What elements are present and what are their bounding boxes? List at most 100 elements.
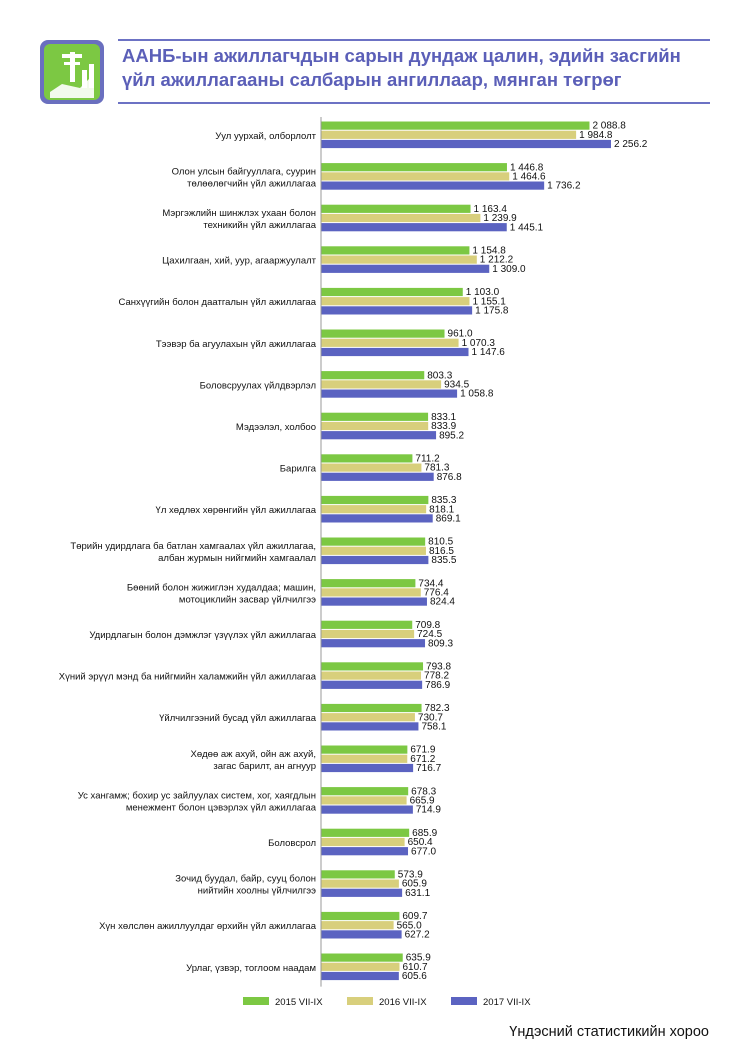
bar-2016	[321, 338, 459, 347]
legend-swatch	[347, 997, 373, 1005]
data-label: 610.7	[402, 962, 427, 973]
bar-2016	[321, 546, 426, 555]
category-label: Барилга	[280, 464, 317, 475]
data-label: 711.2	[415, 454, 440, 465]
bar-2016	[321, 297, 470, 306]
data-label: 833.1	[431, 412, 456, 423]
bar-2016	[321, 629, 415, 639]
data-label: 650.4	[408, 837, 433, 848]
bar-2017	[321, 639, 426, 648]
data-label: 565.0	[397, 920, 422, 931]
category-label: техникийн үйл ажиллагаа	[203, 220, 316, 231]
data-label: 778.2	[424, 671, 449, 682]
data-label: 816.5	[429, 546, 454, 557]
legend-swatch	[243, 997, 269, 1005]
category-label: Удирдлагын болон дэмжлэг үзүүлэх үйл ажи…	[89, 630, 316, 641]
data-label: 2 088.8	[592, 121, 626, 132]
data-label: 665.9	[410, 796, 435, 807]
data-label: 2 256.2	[614, 139, 648, 150]
data-label: 671.9	[410, 745, 435, 756]
bar-2016	[321, 671, 422, 680]
bar-2016	[321, 172, 510, 181]
bar-2015	[321, 121, 590, 130]
data-label: 1 070.3	[462, 338, 496, 349]
legend-label: 2017 VII-IX	[483, 997, 531, 1008]
data-label: 1 058.8	[460, 389, 494, 400]
category-label: Боловсрол	[268, 838, 316, 849]
bar-2017	[321, 514, 433, 523]
data-label: 734.4	[418, 578, 443, 589]
bar-2017	[321, 971, 399, 981]
bar-2017	[321, 223, 507, 232]
bar-2016	[321, 754, 408, 763]
category-label: Тээвэр ба агуулахын үйл ажиллагаа	[156, 339, 317, 350]
title-line-1: ААНБ-ын ажиллагчдын сарын дундаж цалин, …	[122, 45, 681, 66]
bar-2017	[321, 597, 427, 606]
data-label: 833.9	[431, 421, 456, 432]
data-label: 631.1	[405, 888, 430, 899]
data-label: 1 103.0	[466, 287, 500, 298]
bar-2017	[321, 306, 473, 315]
bar-2016	[321, 213, 481, 223]
category-label: Мэргэжлийн шинжлэх ухаан болон	[162, 208, 316, 219]
bar-2015	[321, 412, 429, 421]
data-label: 671.2	[410, 754, 435, 765]
category-label: Уул уурхай, олборлолт	[215, 131, 316, 142]
bar-2015	[321, 787, 409, 796]
data-label: 605.9	[402, 879, 427, 890]
data-label: 1 309.0	[492, 264, 526, 275]
data-label: 809.3	[428, 638, 453, 649]
data-label: 1 445.1	[510, 222, 544, 233]
bar-2015	[321, 495, 429, 505]
bar-2015	[321, 870, 395, 879]
bar-2016	[321, 879, 399, 888]
bar-2015	[321, 246, 470, 255]
category-label: Мэдээлэл, холбоо	[236, 422, 316, 433]
category-label: Боловсруулах үйлдвэрлэл	[200, 380, 316, 391]
category-label: Хүний эрүүл мэнд ба нийгмийн халамжийн ү…	[59, 672, 317, 683]
bar-2016	[321, 796, 407, 805]
data-label: 627.2	[405, 930, 430, 941]
bar-2016	[321, 505, 427, 514]
category-label: Төрийн удирдлага ба батлан хамгаалах үйл…	[70, 541, 316, 552]
data-label: 1 446.8	[510, 162, 544, 173]
bar-2015	[321, 620, 413, 629]
bar-2017	[321, 555, 429, 565]
bar-2017	[321, 930, 402, 939]
bar-2016	[321, 588, 421, 597]
data-label: 835.3	[431, 495, 456, 506]
bar-2017	[321, 805, 413, 814]
bar-2016	[321, 255, 477, 264]
bar-2017	[321, 389, 458, 398]
page-title: ААНБ-ын ажиллагчдын сарын дундаж цалин, …	[122, 44, 722, 92]
data-label: 876.8	[437, 472, 462, 483]
category-label: Үл хөдлөх хөрөнгийн үйл ажиллагаа	[156, 505, 317, 516]
bar-2017	[321, 847, 409, 856]
data-label: 730.7	[418, 712, 443, 723]
bar-2015	[321, 454, 413, 463]
data-label: 835.5	[431, 555, 456, 566]
bar-2016	[321, 837, 405, 847]
data-label: 1 736.2	[547, 181, 581, 192]
bar-2016	[321, 713, 415, 722]
bar-2017	[321, 431, 437, 440]
data-label: 782.3	[425, 703, 450, 714]
bar-2015	[321, 204, 471, 213]
data-label: 781.3	[424, 463, 449, 474]
data-label: 803.3	[427, 370, 452, 381]
category-label: Санхүүгийн болон даатгалын үйл ажиллагаа	[119, 297, 317, 308]
bar-2015	[321, 745, 408, 754]
category-label: Цахилгаан, хий, уур, агааржуулалт	[162, 256, 317, 267]
category-label: Бөөний болон жижиглэн худалдаа; машин,	[127, 582, 316, 593]
bar-2016	[321, 130, 577, 139]
legend-swatch	[451, 997, 477, 1005]
data-label: 1 984.8	[579, 130, 613, 141]
bar-2015	[321, 371, 425, 380]
data-label: 1 464.6	[512, 172, 546, 183]
category-label: нийтийн хоолны үйлчилгээ	[198, 886, 316, 897]
legend-label: 2016 VII-IX	[379, 997, 427, 1008]
data-label: 714.9	[416, 805, 441, 816]
bar-2015	[321, 329, 445, 338]
bar-2015	[321, 953, 403, 962]
data-label: 1 155.1	[472, 296, 506, 307]
